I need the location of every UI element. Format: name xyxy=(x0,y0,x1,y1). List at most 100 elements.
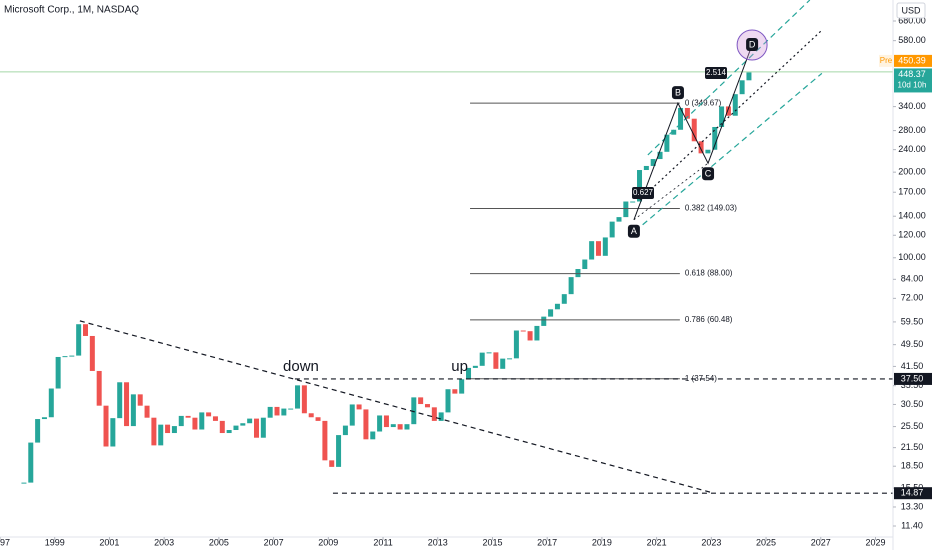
y-tick-label: 11.40 xyxy=(901,520,923,530)
candle xyxy=(206,412,212,417)
candle xyxy=(117,382,123,419)
candle xyxy=(192,417,198,430)
channel-line xyxy=(647,0,811,156)
candle xyxy=(144,405,150,418)
candle xyxy=(520,330,526,332)
candle xyxy=(739,80,745,95)
y-tick-label: 72.00 xyxy=(901,293,924,303)
candle xyxy=(226,430,232,434)
candle xyxy=(554,303,560,310)
candle xyxy=(329,460,335,467)
countdown: 10d 10h xyxy=(898,81,927,90)
candle xyxy=(650,159,656,166)
candle xyxy=(705,149,711,154)
x-tick-label: 1997 xyxy=(0,537,10,547)
candle xyxy=(281,408,287,416)
point-label: D xyxy=(749,39,756,49)
level-price-box xyxy=(894,372,932,385)
pre-tag-box xyxy=(879,54,893,67)
candle xyxy=(445,389,451,413)
candle xyxy=(124,382,130,427)
y-tick-label: 59.50 xyxy=(901,316,924,326)
candle xyxy=(349,404,355,426)
point-box xyxy=(671,86,684,100)
candle xyxy=(411,397,417,425)
annotation: up xyxy=(451,358,468,375)
candle xyxy=(459,379,465,394)
x-tick-label: 2025 xyxy=(756,537,776,547)
currency-box[interactable] xyxy=(896,2,926,19)
candle xyxy=(712,126,718,150)
candle xyxy=(616,217,622,222)
candle xyxy=(171,426,177,434)
abcd-link xyxy=(633,162,709,221)
fib-label: 0.786 (60.48) xyxy=(685,315,733,324)
candle xyxy=(472,365,478,368)
pre-price: 450.39 xyxy=(898,55,926,65)
candle xyxy=(55,356,61,389)
y-tick-label: 21.50 xyxy=(901,442,924,452)
candle xyxy=(288,408,294,410)
y-tick-label: 13.30 xyxy=(901,501,924,511)
candle xyxy=(62,356,68,358)
candle xyxy=(513,330,519,359)
candle xyxy=(301,385,307,414)
level-price: 14.87 xyxy=(901,488,924,498)
x-tick-label: 2011 xyxy=(373,537,392,547)
candle xyxy=(466,367,472,380)
y-tick-label: 18.50 xyxy=(901,461,924,471)
candle xyxy=(219,420,225,434)
y-tick-label: 140.00 xyxy=(898,211,926,221)
candle xyxy=(48,388,54,418)
candle xyxy=(69,355,75,357)
x-tick-label: 2021 xyxy=(647,537,667,547)
y-tick-label: 200.00 xyxy=(898,167,926,177)
x-tick-label: 2019 xyxy=(592,537,612,547)
last-price: 448.37 xyxy=(898,69,926,79)
candle xyxy=(548,309,554,317)
y-tick-label: 680.00 xyxy=(898,15,926,25)
level-price-box xyxy=(894,487,932,500)
last-price-box xyxy=(894,68,932,93)
candle xyxy=(247,418,253,424)
candle xyxy=(158,424,164,446)
candle xyxy=(657,151,663,160)
chart-title: Microsoft Corp., 1M, NASDAQ xyxy=(4,5,139,16)
y-tick-label: 49.50 xyxy=(901,339,924,349)
candle xyxy=(370,431,376,440)
trendline xyxy=(79,320,711,493)
candle xyxy=(500,358,506,369)
candle xyxy=(390,424,396,428)
candle xyxy=(602,237,608,256)
pre-price-box xyxy=(894,54,932,67)
candle xyxy=(82,324,88,336)
x-tick-label: 2029 xyxy=(865,537,885,547)
candle xyxy=(404,424,410,430)
x-tick-label: 2023 xyxy=(701,537,721,547)
currency[interactable]: USD xyxy=(901,5,921,15)
candle xyxy=(684,107,690,119)
channel-line xyxy=(634,72,823,232)
point-box xyxy=(702,167,715,181)
candle xyxy=(178,415,184,427)
candle xyxy=(609,221,615,238)
candle xyxy=(76,324,82,356)
candle xyxy=(267,406,273,418)
candle xyxy=(199,412,205,430)
ratio-label: 2.514 xyxy=(706,68,727,77)
candle xyxy=(315,417,321,421)
candle xyxy=(363,409,369,440)
candle xyxy=(295,385,301,409)
candle xyxy=(240,423,246,426)
candle xyxy=(678,107,684,130)
candle xyxy=(746,72,752,81)
abcd-path xyxy=(633,44,753,220)
candle xyxy=(507,358,513,360)
y-tick-label: 170.00 xyxy=(898,187,926,197)
candle xyxy=(260,417,266,438)
point-box xyxy=(746,37,759,51)
candle xyxy=(233,425,239,431)
y-tick-label: 84.00 xyxy=(901,274,924,284)
fib-label: 0 (349.67) xyxy=(685,98,722,107)
